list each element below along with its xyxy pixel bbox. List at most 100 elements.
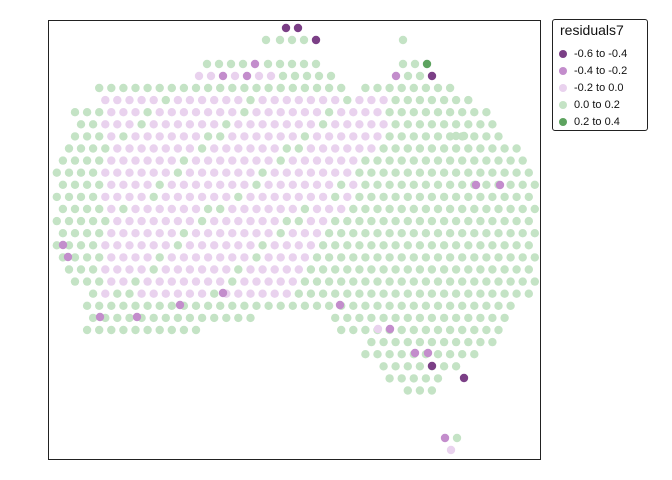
map-dot bbox=[518, 277, 527, 286]
map-dot bbox=[470, 132, 479, 141]
map-dot bbox=[246, 216, 255, 226]
map-dot bbox=[439, 95, 449, 105]
map-dot bbox=[403, 71, 413, 81]
map-dot bbox=[228, 253, 237, 262]
map-dot bbox=[252, 277, 261, 286]
map-dot bbox=[234, 95, 243, 105]
map-dot bbox=[506, 156, 515, 165]
map-dot bbox=[458, 253, 467, 262]
map-dot bbox=[95, 325, 104, 335]
map-dot bbox=[125, 313, 134, 323]
map-dot bbox=[427, 120, 437, 129]
map-dot bbox=[167, 156, 176, 165]
map-dot bbox=[397, 204, 406, 214]
map-dot bbox=[409, 253, 418, 262]
map-dot bbox=[445, 301, 455, 310]
map-dot bbox=[488, 265, 497, 274]
map-dot bbox=[451, 120, 461, 129]
map-dot bbox=[506, 301, 515, 310]
map-dot bbox=[433, 229, 443, 238]
map-dot bbox=[439, 192, 449, 202]
map-dot bbox=[433, 83, 443, 93]
map-dot bbox=[258, 95, 267, 105]
map-dot bbox=[500, 313, 509, 323]
map-dot bbox=[222, 241, 231, 250]
map-dot bbox=[409, 229, 418, 238]
map-dot bbox=[95, 277, 104, 286]
map-dot bbox=[95, 229, 104, 238]
map-dot bbox=[149, 120, 158, 129]
map-dot bbox=[300, 204, 310, 214]
map-dot bbox=[427, 386, 437, 395]
map-dot bbox=[173, 95, 183, 105]
map-dot bbox=[355, 289, 364, 298]
map-dot bbox=[113, 216, 122, 226]
map-dot bbox=[95, 132, 104, 141]
map-dot bbox=[82, 180, 92, 189]
map-dot bbox=[488, 192, 497, 202]
map-dot bbox=[421, 374, 431, 383]
map-dot bbox=[385, 204, 394, 214]
map-dot bbox=[324, 301, 334, 310]
map-dot bbox=[397, 301, 406, 310]
map-dot bbox=[349, 301, 358, 310]
map-dot bbox=[512, 144, 521, 153]
map-dot bbox=[470, 350, 479, 359]
map-dot bbox=[451, 313, 461, 323]
map-dot bbox=[391, 71, 401, 81]
map-dot bbox=[300, 108, 310, 117]
map-dot bbox=[258, 192, 267, 202]
map-dot bbox=[355, 192, 364, 202]
map-dot bbox=[494, 253, 503, 262]
map-dot bbox=[95, 108, 104, 117]
map-dot bbox=[337, 156, 346, 165]
map-dot bbox=[216, 277, 225, 286]
map-dot bbox=[175, 300, 185, 310]
map-dot bbox=[88, 241, 98, 250]
map-dot bbox=[439, 144, 449, 153]
map-dot bbox=[202, 59, 212, 69]
map-dot bbox=[282, 120, 291, 129]
map-dot bbox=[343, 95, 352, 105]
map-dot bbox=[143, 180, 152, 189]
map-dot bbox=[379, 168, 388, 177]
map-dot bbox=[349, 108, 358, 117]
map-dot bbox=[451, 168, 461, 177]
map-dot bbox=[70, 229, 80, 238]
map-dot bbox=[373, 350, 382, 359]
map-dot bbox=[439, 216, 449, 226]
map-dot bbox=[234, 313, 243, 323]
map-dot bbox=[216, 83, 225, 93]
map-dot bbox=[518, 253, 527, 262]
map-dot bbox=[228, 132, 237, 141]
map-dot bbox=[143, 204, 152, 214]
map-dot bbox=[240, 204, 249, 214]
map-dot bbox=[349, 253, 358, 262]
map-dot bbox=[276, 156, 285, 165]
map-dot bbox=[415, 168, 425, 177]
map-dot bbox=[343, 168, 352, 177]
map-dot bbox=[391, 241, 400, 250]
map-dot bbox=[530, 253, 539, 262]
map-dot bbox=[403, 120, 412, 129]
legend-swatch bbox=[559, 101, 567, 109]
map-dot bbox=[70, 132, 80, 141]
map-dot bbox=[228, 180, 237, 189]
map-dot bbox=[427, 144, 437, 153]
map-dot bbox=[185, 313, 195, 323]
map-dot bbox=[131, 253, 140, 262]
legend-item: 0.2 to 0.4 bbox=[559, 115, 620, 129]
map-dot bbox=[506, 277, 515, 286]
map-dot bbox=[101, 265, 110, 274]
map-dot bbox=[131, 301, 140, 310]
map-dot bbox=[228, 277, 237, 286]
map-dot bbox=[433, 108, 443, 117]
map-dot bbox=[149, 168, 158, 177]
map-dot bbox=[107, 229, 116, 238]
map-dot bbox=[439, 120, 449, 129]
map-dot bbox=[101, 216, 110, 226]
map-dot bbox=[373, 277, 382, 286]
map-dot bbox=[246, 120, 255, 129]
map-dot bbox=[451, 216, 461, 226]
map-dot bbox=[161, 216, 170, 226]
